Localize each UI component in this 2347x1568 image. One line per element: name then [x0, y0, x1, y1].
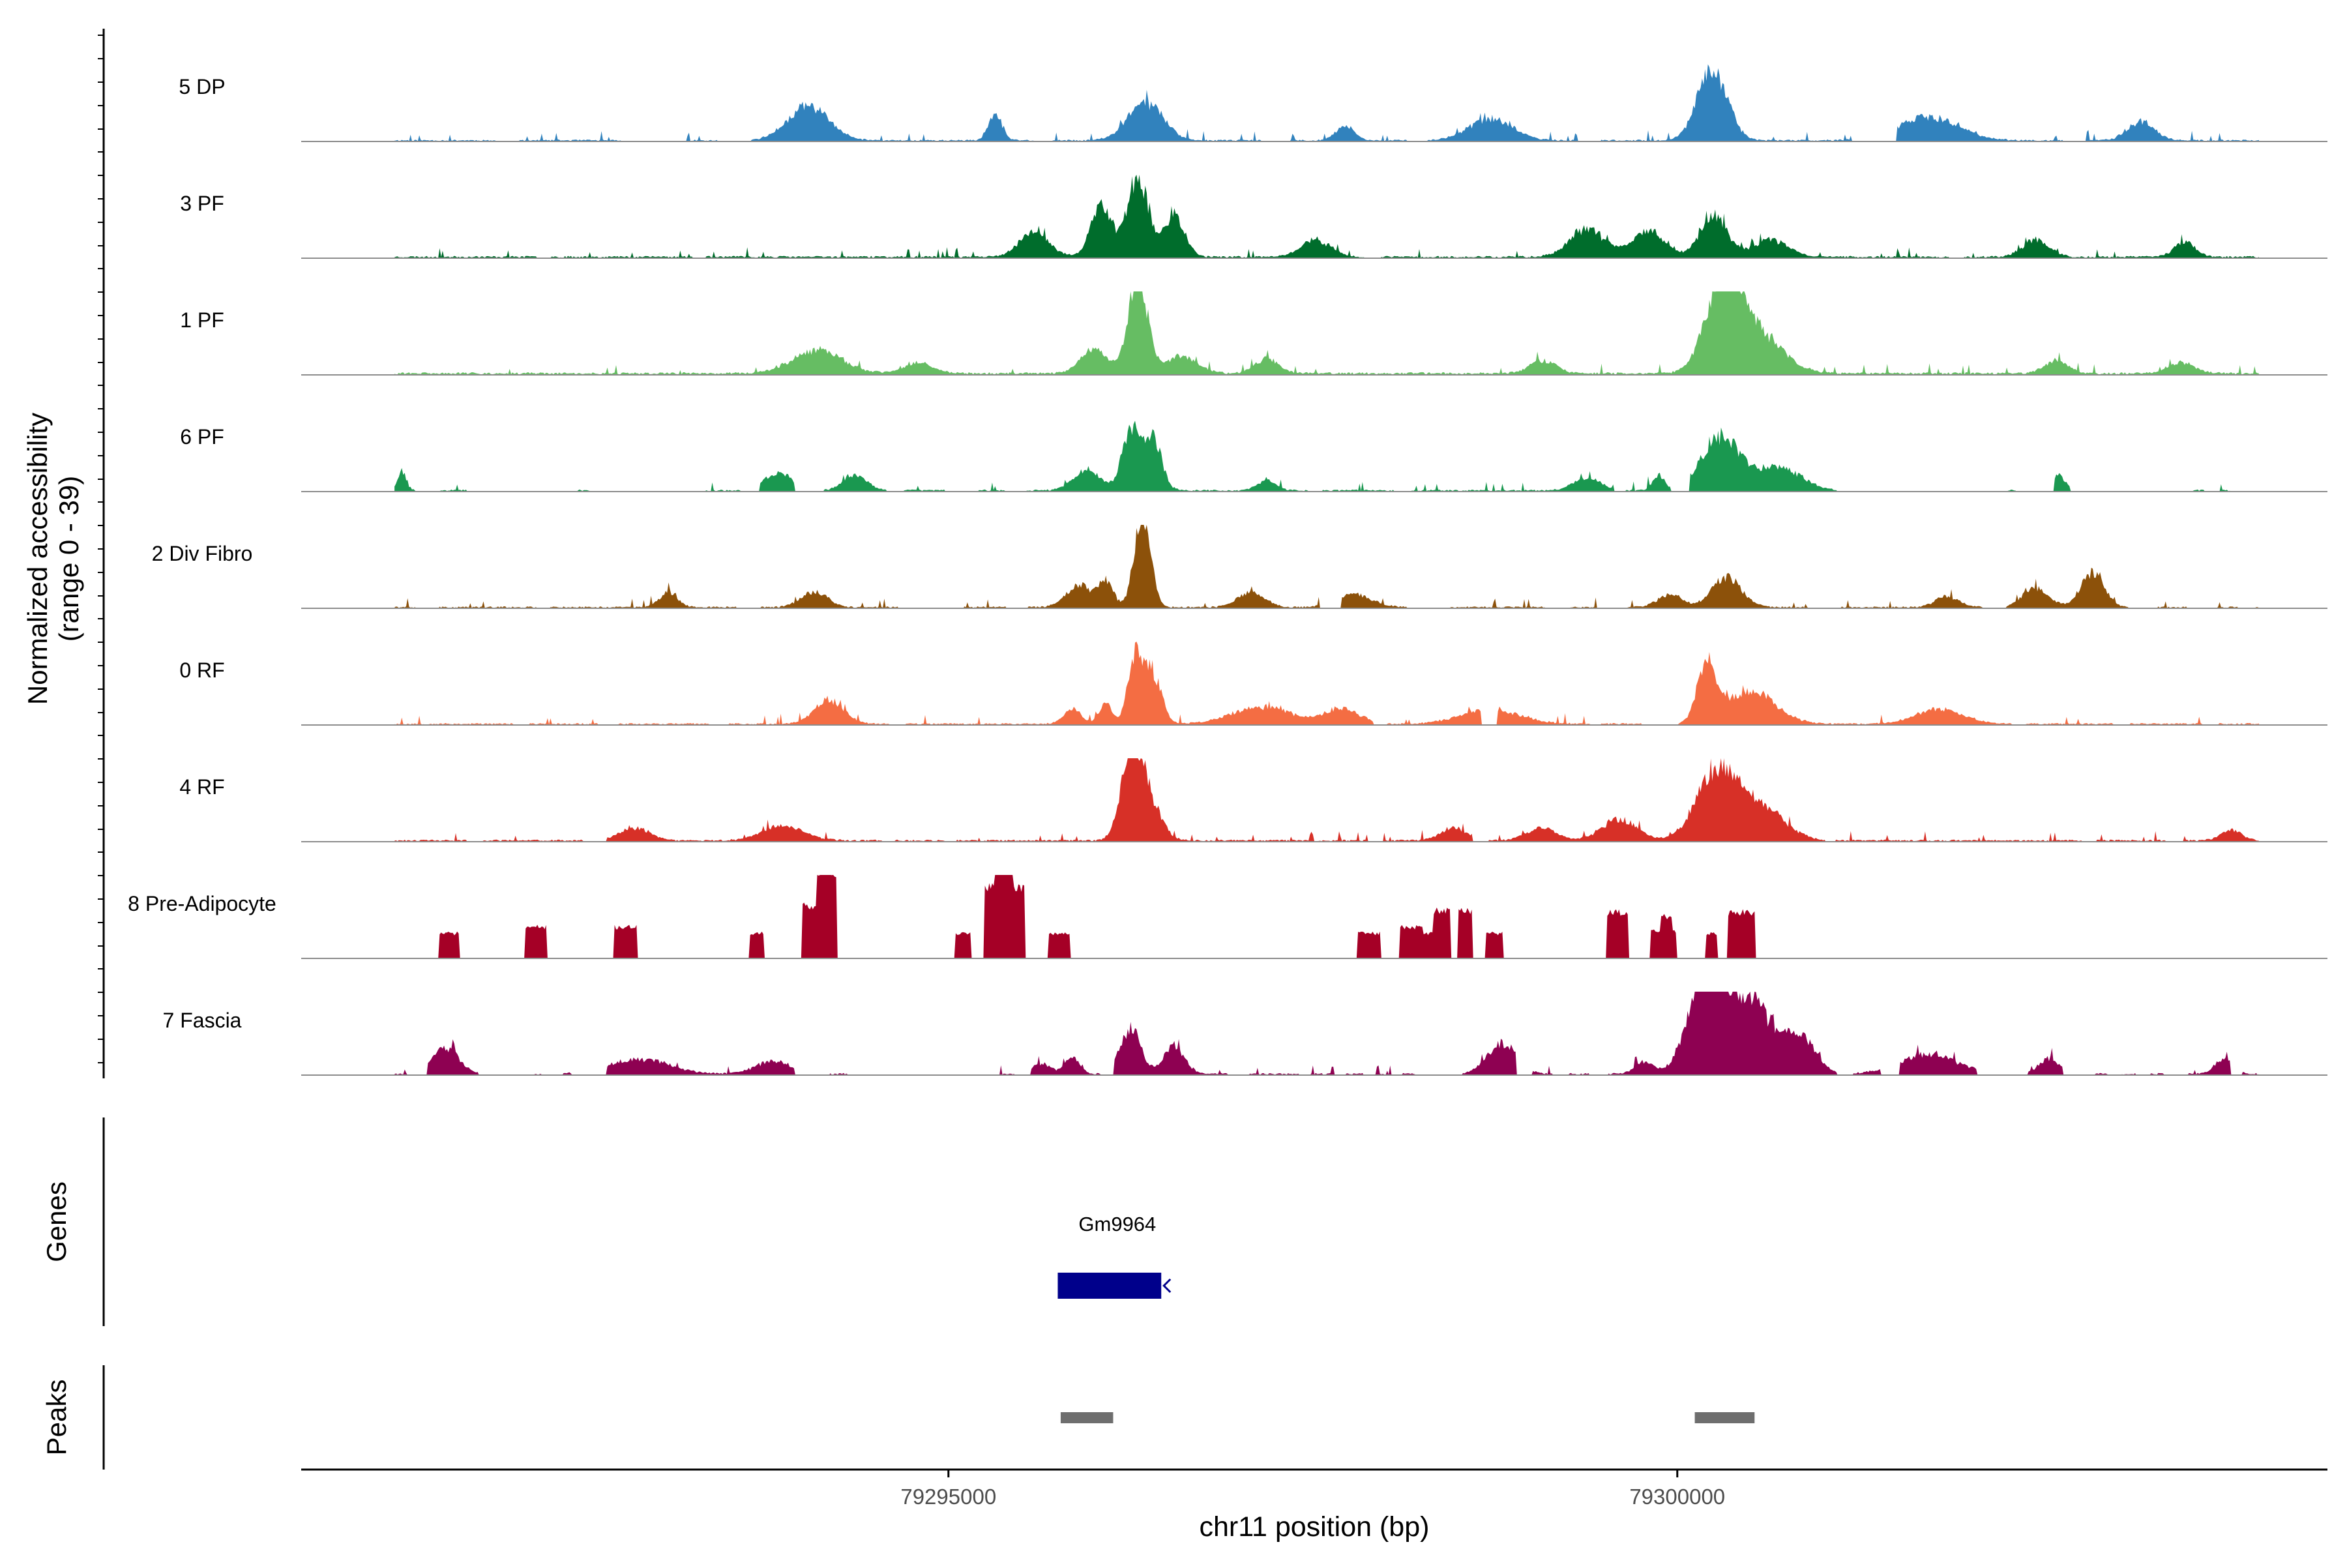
coverage-y-axis-ticks — [98, 35, 104, 1063]
y-axis-label-line1: Normalized accessibility — [22, 413, 53, 705]
coverage-tracks: 5 DP 3 PF 1 PF 6 PF 2 Div Fibro 0 RF 4 RF 8 Pre… — [128, 64, 2327, 1076]
genes-track: Gm9964 — [1057, 1213, 1172, 1299]
track-label: 0 RF — [179, 658, 224, 682]
track-7-fascia: 7 Fascia — [163, 992, 2327, 1076]
x-tick-label: 79295000 — [900, 1485, 996, 1509]
track-label: 2 Div Fibro — [152, 542, 253, 565]
gene-strand-arrow-icon — [1162, 1278, 1172, 1294]
track-label: 5 DP — [179, 75, 225, 98]
gene-body — [1057, 1273, 1162, 1299]
coverage-y-axis-title: Normalized accessibility (range 0 - 39) — [22, 413, 84, 705]
coverage-area — [394, 992, 2259, 1075]
x-tick-label: 79300000 — [1629, 1485, 1725, 1509]
track-label: 6 PF — [180, 425, 224, 449]
track-label: 8 Pre-Adipocyte — [128, 892, 276, 915]
track-1-pf: 1 PF — [180, 291, 2327, 376]
track-8-pre-adipocyte: 8 Pre-Adipocyte — [128, 875, 2327, 959]
coverage-area — [394, 525, 2259, 608]
track-0-rf: 0 RF — [179, 642, 2327, 726]
track-5-dp: 5 DP — [179, 64, 2327, 142]
track-4-rf: 4 RF — [179, 758, 2327, 842]
track-label: 4 RF — [179, 775, 224, 799]
peaks-track — [1060, 1412, 1755, 1423]
track-label: 3 PF — [180, 192, 224, 215]
track-label: 7 Fascia — [163, 1009, 242, 1032]
track-3-pf: 3 PF — [180, 175, 2327, 259]
x-axis-title: chr11 position (bp) — [1200, 1511, 1430, 1543]
gene-gm9964: Gm9964 — [1057, 1213, 1172, 1299]
peak-region — [1694, 1412, 1755, 1423]
genes-panel-label: Genes — [41, 1181, 72, 1262]
peaks-panel-label: Peaks — [41, 1380, 72, 1456]
gene-name: Gm9964 — [1078, 1213, 1156, 1235]
y-axis-label-line2: (range 0 - 39) — [53, 476, 84, 642]
track-6-pf: 6 PF — [180, 421, 2327, 492]
track-2-div-fibro: 2 Div Fibro — [152, 525, 2327, 609]
peak-region — [1060, 1412, 1114, 1423]
track-label: 1 PF — [180, 308, 224, 332]
x-axis-ticks: 79295000 79300000 — [900, 1470, 1725, 1509]
coverage-area — [394, 421, 2259, 492]
